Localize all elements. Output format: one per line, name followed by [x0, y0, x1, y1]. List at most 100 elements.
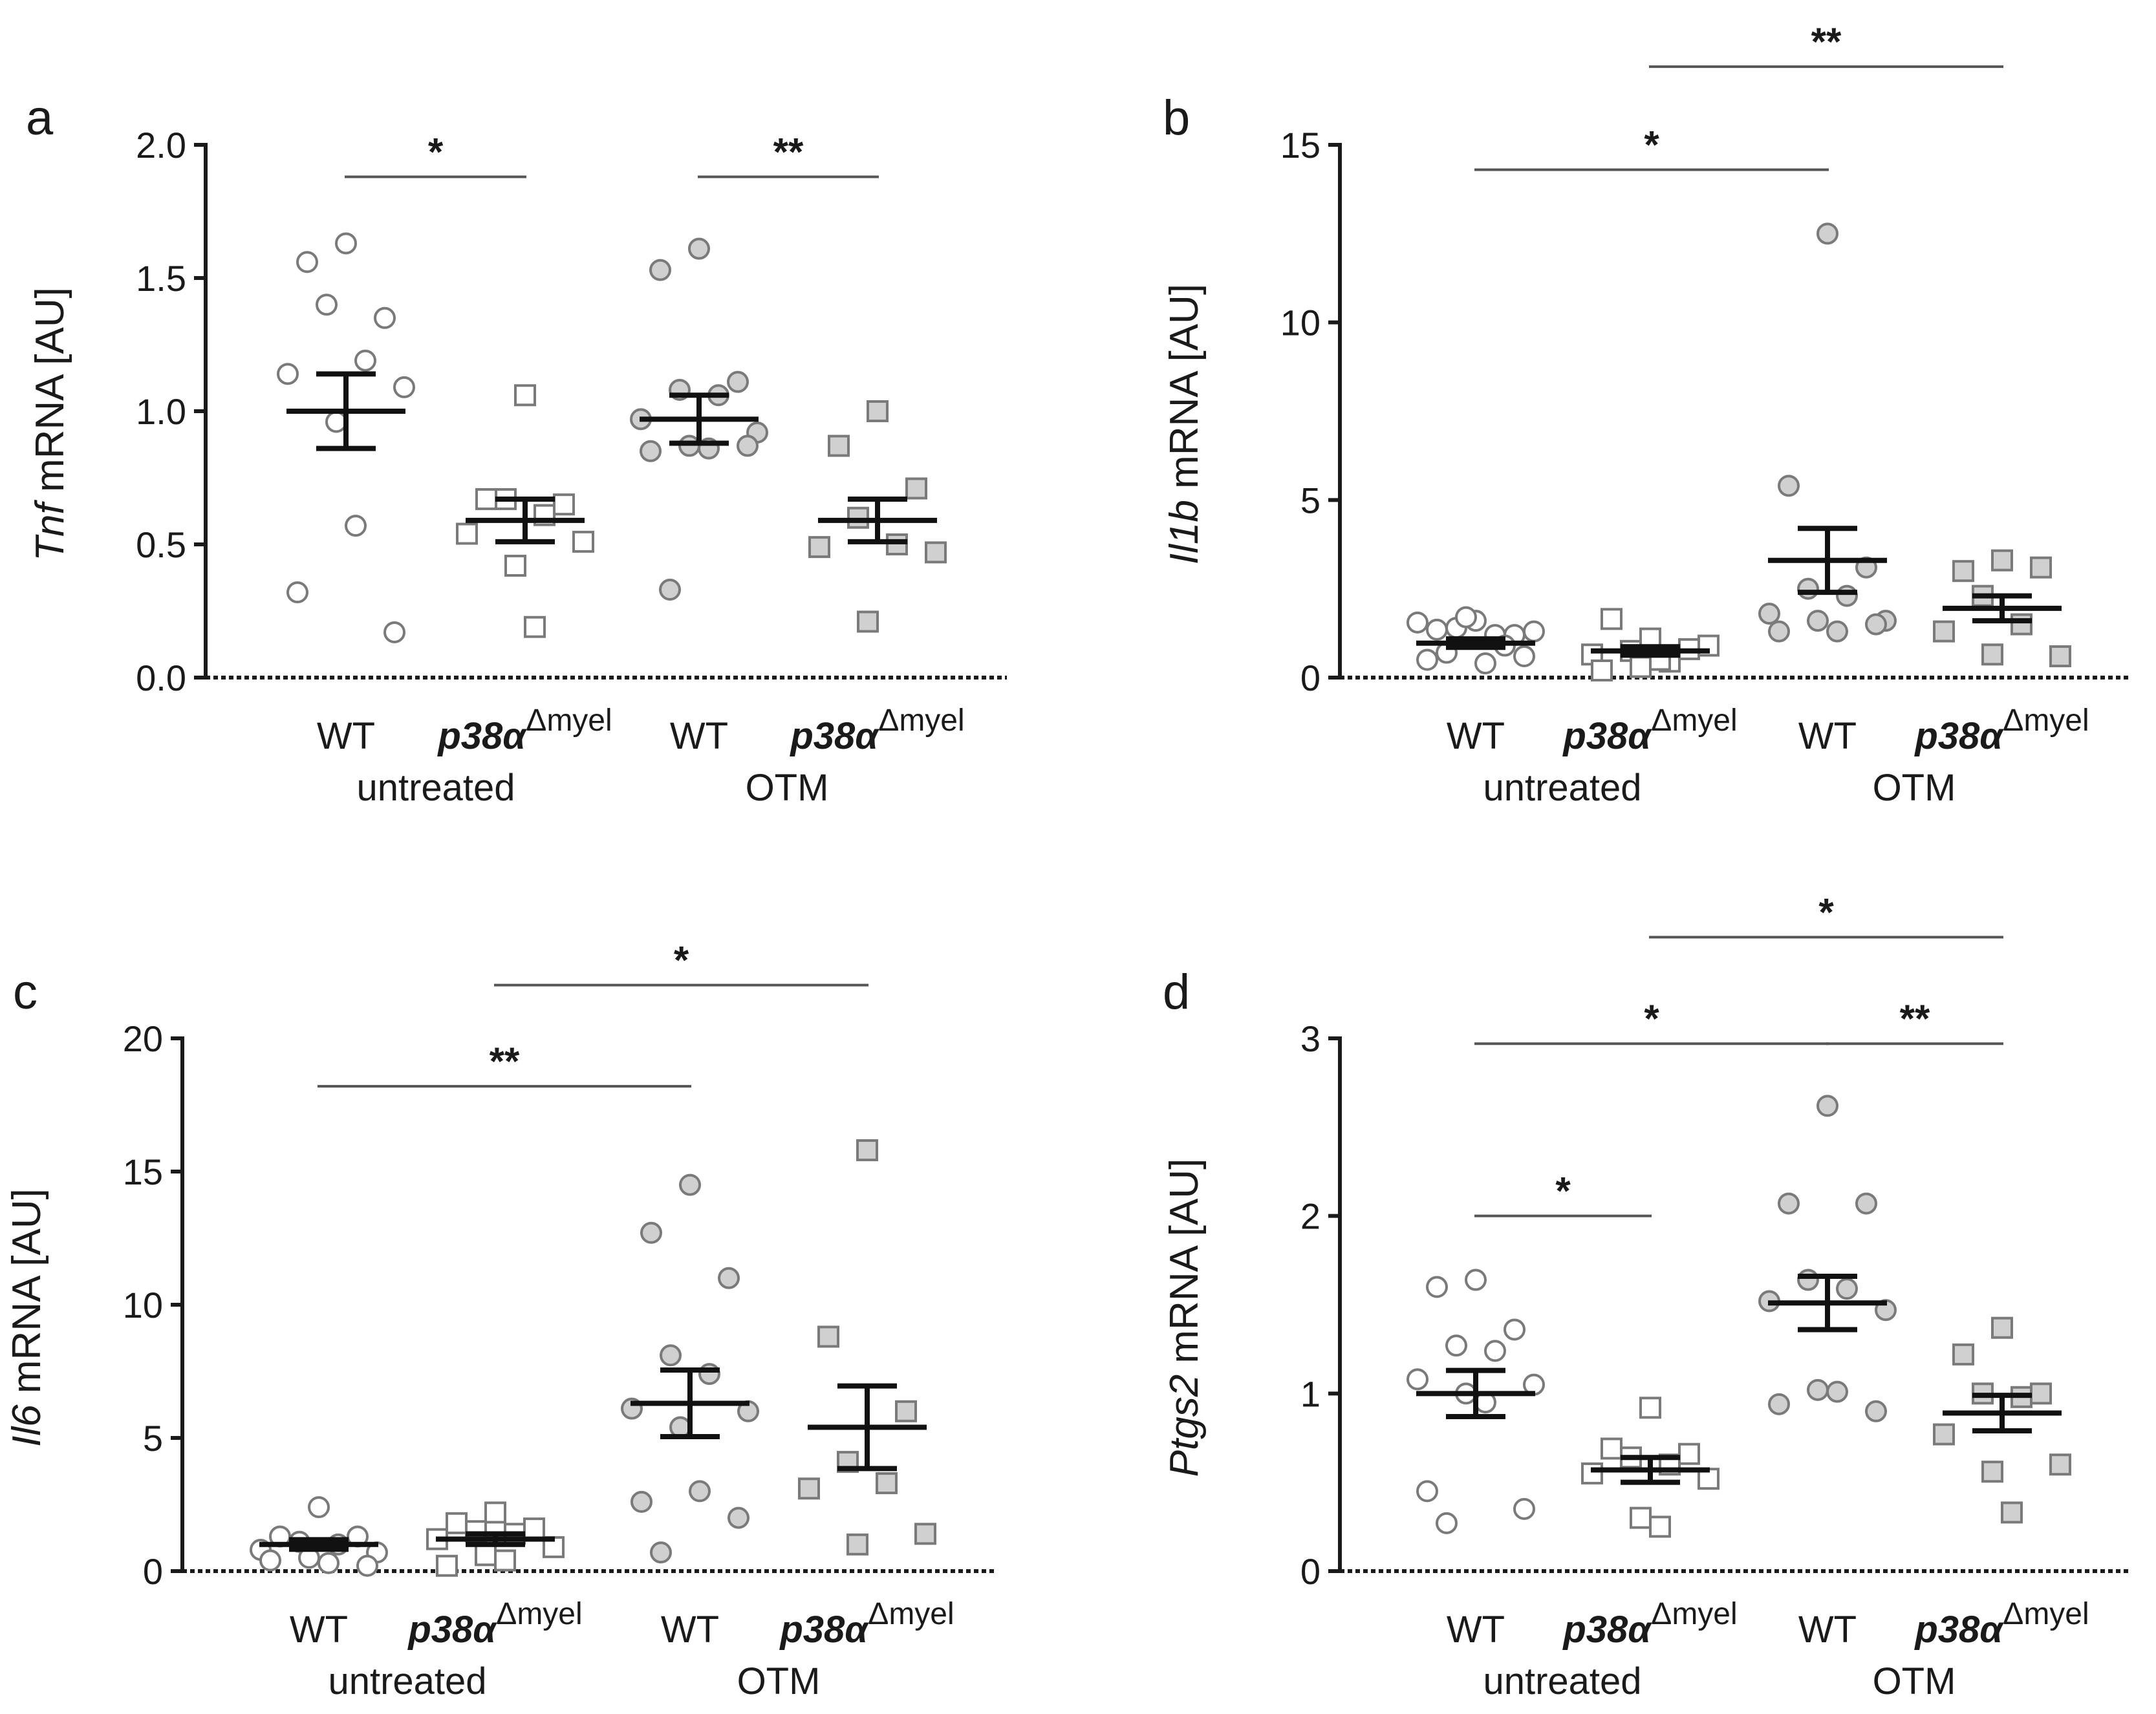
data-point-square	[572, 530, 594, 553]
panel-letter: d	[1163, 965, 1190, 1020]
data-point-square	[1678, 1442, 1700, 1465]
data-point-circle	[649, 259, 671, 281]
data-point-square	[1630, 656, 1652, 678]
group-label-otm: OTM	[746, 767, 829, 809]
genotype-label-wt: WT	[317, 715, 375, 757]
genotype-superscript: Δmyel	[526, 703, 612, 738]
data-point-square	[1601, 1437, 1622, 1460]
data-point-square	[2030, 1382, 2052, 1405]
y-tick-label: 0.0	[136, 658, 186, 698]
genotype-label-p38a-myel: p38αΔmyel	[779, 1597, 954, 1651]
data-point-circle	[1436, 1512, 1458, 1534]
data-point-square	[886, 533, 908, 555]
data-point-circle	[640, 1221, 662, 1244]
data-point-circle	[1504, 1318, 1525, 1341]
group-label-untreated: untreated	[1483, 767, 1641, 809]
data-point-square	[523, 1517, 545, 1540]
y-tick-label: 15	[123, 1152, 163, 1192]
data-point-square	[1991, 549, 2013, 572]
y-tick-label: 1	[1300, 1373, 1321, 1414]
group-label-otm: OTM	[737, 1660, 821, 1702]
data-point-circle	[718, 1267, 740, 1289]
genotype-superscript: Δmyel	[868, 1597, 954, 1631]
data-point-square	[446, 1512, 468, 1534]
significance-label: **	[773, 130, 804, 173]
data-point-circle	[698, 1363, 720, 1386]
data-point-circle	[308, 1496, 330, 1519]
data-point-square	[2049, 1453, 2071, 1476]
data-point-square	[494, 1549, 516, 1572]
data-point-circle	[1836, 1278, 1858, 1300]
significance-label: *	[1644, 997, 1659, 1040]
y-tick-label: 5	[1300, 480, 1321, 520]
significance-label: *	[1555, 1170, 1571, 1213]
y-tick-label: 0	[143, 1551, 163, 1592]
y-tick-label: 1.0	[136, 391, 186, 432]
data-point-square	[456, 522, 478, 545]
data-point-square	[1630, 1506, 1652, 1529]
genotype-italic: p38α	[789, 715, 879, 757]
group-label-untreated: untreated	[1483, 1660, 1641, 1702]
y-tick-label: 2.0	[136, 125, 186, 166]
genotype-label-p38a-myel: p38αΔmyel	[1562, 703, 1737, 757]
data-point-square	[1649, 1516, 1671, 1538]
data-point-square	[475, 487, 497, 510]
y-tick-label: 5	[143, 1418, 163, 1459]
data-point-square	[1639, 1397, 1661, 1419]
genotype-label-wt: WT	[1798, 715, 1857, 757]
significance-label: **	[1811, 20, 1842, 63]
data-point-circle	[325, 411, 347, 433]
data-point-square	[828, 434, 850, 457]
data-point-square	[895, 1400, 917, 1422]
y-axis-title: Ptgs2 mRNA [AU]	[1162, 1159, 1207, 1477]
data-point-square	[798, 1477, 820, 1500]
data-point-circle	[1816, 222, 1838, 245]
data-point-square	[484, 1501, 506, 1524]
genotype-italic: p38α	[779, 1609, 869, 1651]
significance-label: *	[674, 939, 689, 982]
y-axis-title: Tnf mRNA [AU]	[28, 287, 72, 561]
data-point-circle	[296, 251, 318, 273]
genotype-italic: p38α	[1913, 715, 2004, 757]
y-axis-title-gene: Ptgs2	[1162, 1375, 1207, 1477]
data-point-circle	[631, 1490, 652, 1513]
genotype-label-wt: WT	[1798, 1609, 1857, 1651]
y-tick-label: 0	[1300, 1551, 1321, 1592]
data-point-circle	[1778, 1192, 1800, 1215]
genotype-label-p38a-myel: p38αΔmyel	[407, 1597, 582, 1651]
data-point-square	[2010, 613, 2032, 636]
group-label-otm: OTM	[1873, 1660, 1956, 1702]
genotype-label-wt: WT	[1447, 1609, 1505, 1651]
data-point-square	[857, 610, 879, 633]
data-point-circle	[1797, 577, 1819, 600]
data-point-square	[808, 536, 830, 559]
data-point-circle	[1816, 1095, 1838, 1117]
data-point-circle	[1513, 1497, 1535, 1520]
data-point-circle	[1445, 1334, 1467, 1357]
data-point-circle	[1484, 1340, 1506, 1362]
data-point-circle	[393, 376, 415, 398]
genotype-superscript: Δmyel	[2003, 703, 2089, 738]
panel-letter: a	[26, 91, 54, 145]
genotype-italic: p38α	[437, 715, 527, 757]
significance-label: **	[490, 1040, 520, 1083]
genotype-label-p38a-myel: p38αΔmyel	[1913, 703, 2089, 757]
y-axis-title-unit: mRNA [AU]	[1162, 1159, 1207, 1375]
panel-letter: b	[1163, 91, 1190, 145]
genotype-label-wt: WT	[290, 1609, 348, 1651]
data-point-circle	[318, 1552, 340, 1574]
data-point-circle	[1416, 648, 1438, 671]
data-point-square	[914, 1523, 936, 1545]
data-point-square	[504, 554, 526, 577]
data-point-square	[1933, 620, 1955, 643]
data-point-circle	[737, 434, 759, 457]
data-point-square	[514, 384, 536, 407]
y-axis-title-unit: mRNA [AU]	[1162, 284, 1207, 500]
data-point-circle	[727, 370, 749, 393]
data-point-square	[856, 1139, 878, 1162]
significance-label: *	[1644, 123, 1659, 166]
data-point-square	[846, 1533, 868, 1556]
data-point-circle	[286, 581, 308, 604]
